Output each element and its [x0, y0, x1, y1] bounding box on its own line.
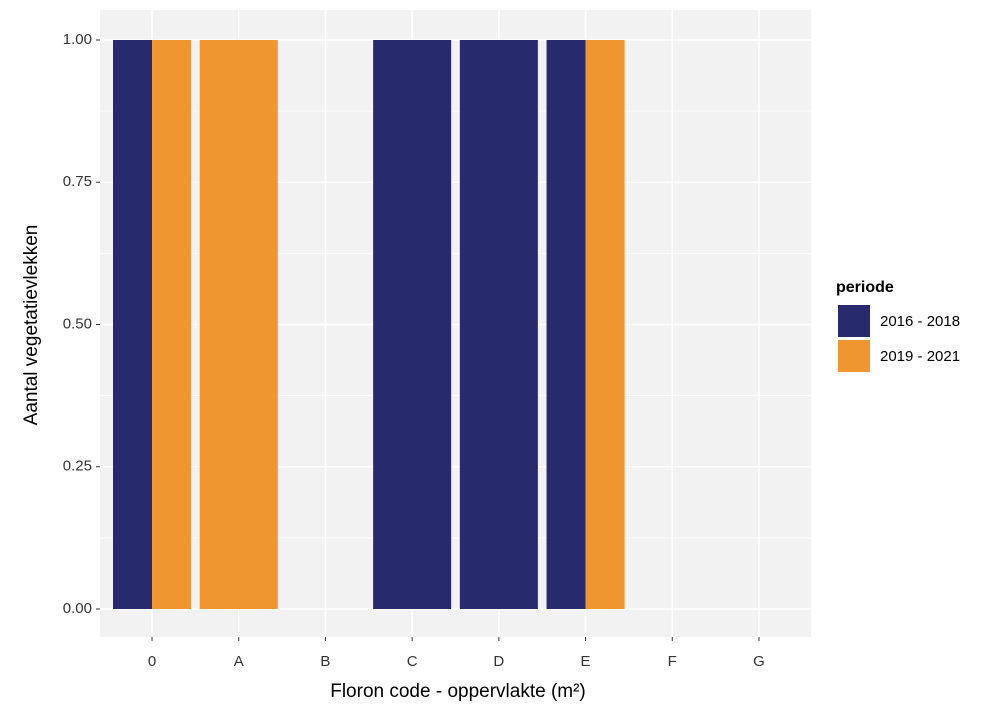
x-tick-label: D [493, 653, 504, 670]
bar [546, 40, 586, 609]
legend-label: 2016 - 2018 [880, 313, 960, 330]
bar [199, 40, 278, 609]
x-tick-label: B [320, 653, 330, 670]
x-tick-label: C [407, 653, 418, 670]
bar [373, 40, 452, 609]
bar [152, 40, 192, 609]
x-tick-label: F [668, 653, 677, 670]
legend-label: 2019 - 2021 [880, 348, 960, 365]
y-tick-label: 0.75 [63, 173, 92, 190]
x-tick-label: 0 [148, 653, 156, 670]
legend-title: periode [836, 279, 894, 296]
x-tick-label: A [234, 653, 244, 670]
y-tick-label: 1.00 [63, 31, 92, 48]
bar [113, 40, 153, 609]
y-tick-label: 0.50 [63, 315, 92, 332]
x-tick-label: G [753, 653, 765, 670]
bar [585, 40, 625, 609]
y-axis-title: Aantal vegetatievlekken [21, 225, 42, 426]
x-axis-title: Floron code - oppervlakte (m²) [330, 681, 586, 702]
y-tick-label: 0.25 [63, 458, 92, 475]
y-tick-label: 0.00 [63, 600, 92, 617]
legend-key [838, 305, 870, 337]
x-tick-label: E [581, 653, 591, 670]
bar [459, 40, 538, 609]
legend-key [838, 340, 870, 372]
